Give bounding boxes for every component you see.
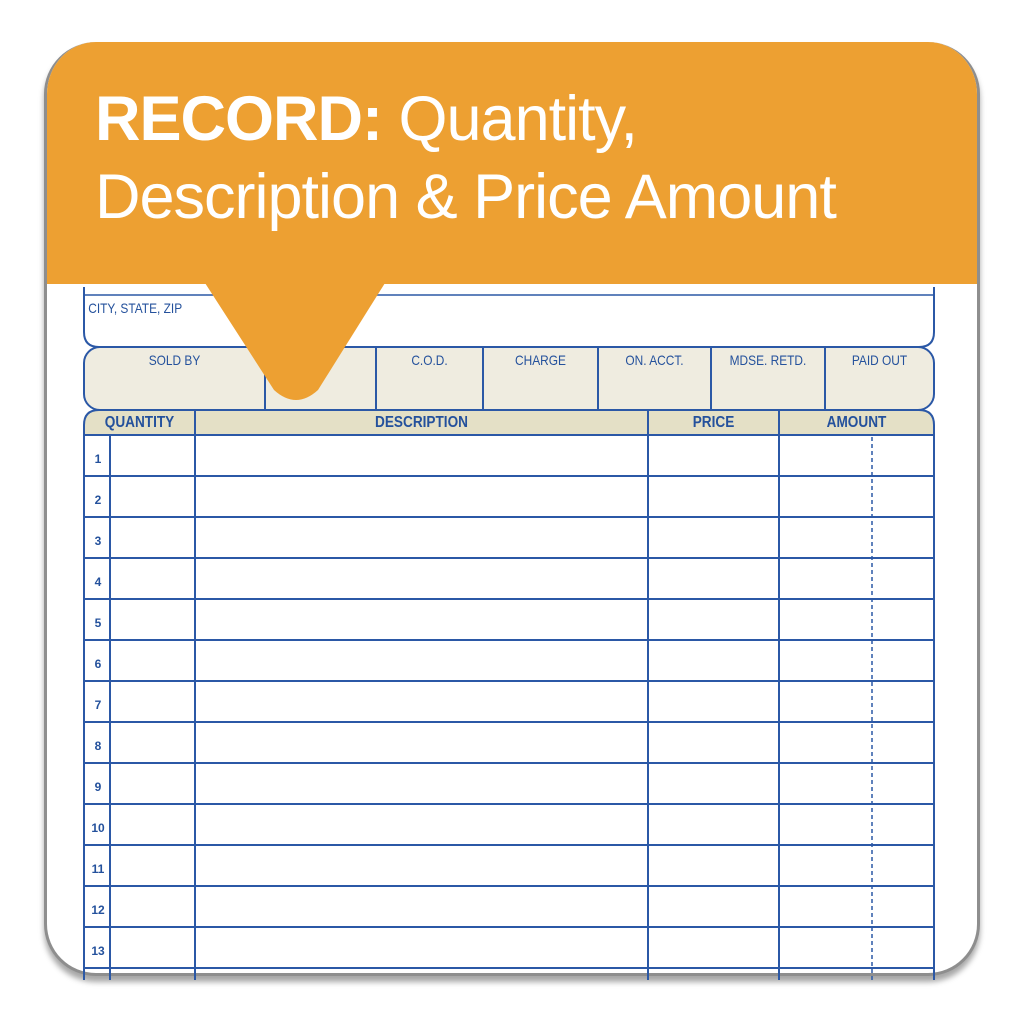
city-state-zip-label: CITY, STATE, ZIP bbox=[88, 300, 183, 316]
row-number: 8 bbox=[94, 739, 102, 753]
callout-line2: Description & Price Amount bbox=[95, 162, 837, 232]
sale-type-label: PAID OUT bbox=[851, 352, 908, 368]
row-number: 2 bbox=[94, 493, 102, 507]
column-header-price: PRICE bbox=[692, 414, 735, 431]
row-number: 7 bbox=[94, 698, 102, 712]
column-header-description: DESCRIPTION bbox=[375, 414, 468, 431]
sale-type-label: CHARGE bbox=[515, 352, 566, 368]
row-number: 4 bbox=[94, 575, 102, 589]
callout-banner: RECORD: Quantity, Description & Price Am… bbox=[47, 42, 977, 284]
row-number: 10 bbox=[91, 821, 105, 835]
column-header-quantity: QUANTITY bbox=[104, 414, 175, 431]
row-number: 13 bbox=[91, 944, 105, 958]
product-card: RECORD: Quantity, Description & Price Am… bbox=[44, 42, 980, 976]
sale-type-label: ON. ACCT. bbox=[625, 352, 684, 368]
row-number: 3 bbox=[94, 534, 102, 548]
table-header-bg bbox=[83, 409, 935, 436]
row-number: 5 bbox=[94, 616, 102, 630]
row-number: 6 bbox=[94, 657, 102, 671]
column-header-amount: AMOUNT bbox=[826, 414, 887, 431]
row-number: 11 bbox=[91, 862, 105, 876]
row-number: 9 bbox=[94, 780, 102, 794]
sale-type-label: SOLD BY bbox=[148, 352, 201, 368]
row-number: 12 bbox=[91, 903, 105, 917]
callout-line1: Quantity, bbox=[382, 84, 638, 154]
row-number: 1 bbox=[94, 452, 102, 466]
callout-bold: RECORD: bbox=[95, 84, 383, 154]
sale-type-label: C.O.D. bbox=[411, 352, 448, 368]
sale-type-label: MDSE. RETD. bbox=[729, 352, 807, 368]
callout-heading: RECORD: Quantity, Description & Price Am… bbox=[95, 80, 837, 236]
